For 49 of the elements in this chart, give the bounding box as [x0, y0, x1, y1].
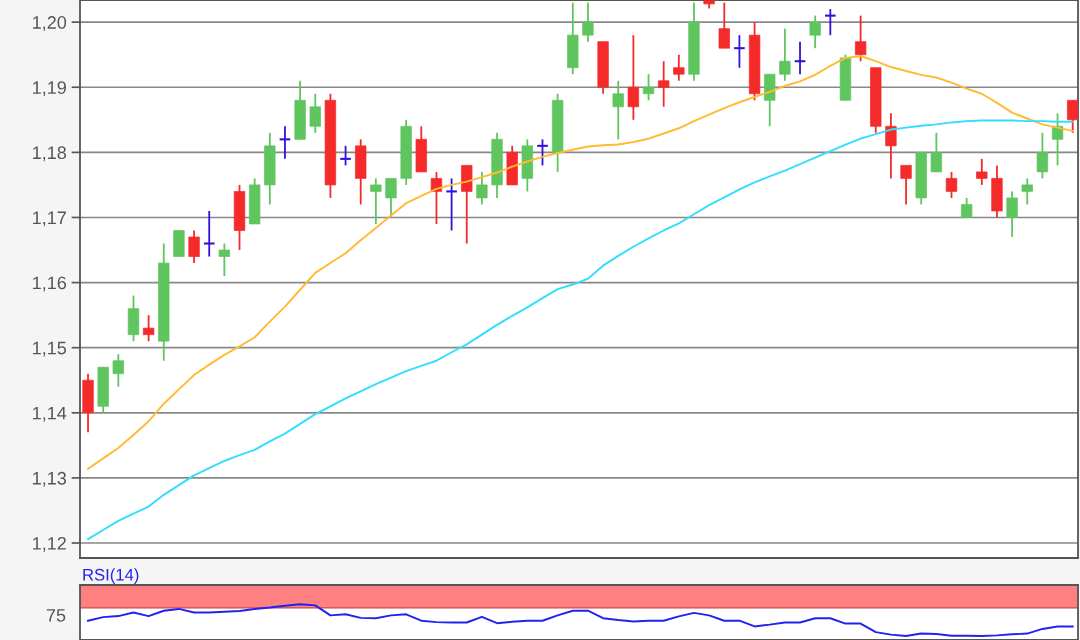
candlestick: [642, 73, 655, 102]
candlestick: [612, 79, 624, 141]
candlestick: [309, 92, 321, 134]
candlestick: [218, 242, 231, 277]
candlestick: [854, 14, 867, 63]
text: 75: [46, 609, 66, 622]
candlestick: [430, 170, 443, 225]
candlestick: [733, 34, 746, 69]
candlestick: [188, 229, 200, 264]
y-tick-label: 1,13: [33, 471, 67, 487]
candlestick: [885, 112, 897, 180]
candlestick: [370, 177, 382, 225]
candlestick: [945, 170, 958, 199]
candlestick: [112, 353, 124, 388]
candlestick: [823, 8, 837, 37]
candlestick: [718, 1, 730, 50]
y-tick-label: 1,14: [33, 406, 67, 422]
y-tick-label: 1,12: [33, 536, 66, 552]
y-tick-label: 1,15: [33, 341, 67, 357]
y-tick-label: 1,18: [33, 146, 67, 162]
candlestick: [202, 210, 216, 258]
candlestick: [278, 125, 292, 160]
candlestick: [536, 138, 549, 167]
candlestick: [476, 170, 488, 206]
candlestick: [445, 177, 458, 232]
chart-title: RSI(14): [83, 568, 139, 584]
candlestick: [1006, 190, 1018, 238]
candlestick: [976, 157, 988, 186]
candlestick: [385, 177, 397, 219]
candlestick: [961, 197, 973, 219]
candlestick: [1067, 99, 1078, 134]
candlestick: [1036, 131, 1049, 180]
candlestick: [900, 164, 912, 206]
candlestick: [339, 144, 352, 167]
candlestick: [930, 131, 943, 173]
candlestick: [779, 27, 791, 82]
y-tick-label: 1,20: [33, 16, 67, 31]
candlestick: [658, 60, 670, 108]
y-tick-label: 1,17: [33, 211, 66, 227]
candlestick: [582, 1, 594, 43]
candlestick: [627, 34, 640, 121]
candlestick: [1051, 112, 1064, 167]
candlestick: [1021, 177, 1033, 206]
candlestick: [809, 14, 821, 50]
y-tick-label: 1,19: [33, 81, 66, 97]
y-tick-label: 1,16: [33, 276, 67, 292]
candlestick: [673, 53, 685, 82]
candlestick: [793, 40, 807, 76]
candlestick: [142, 314, 155, 343]
